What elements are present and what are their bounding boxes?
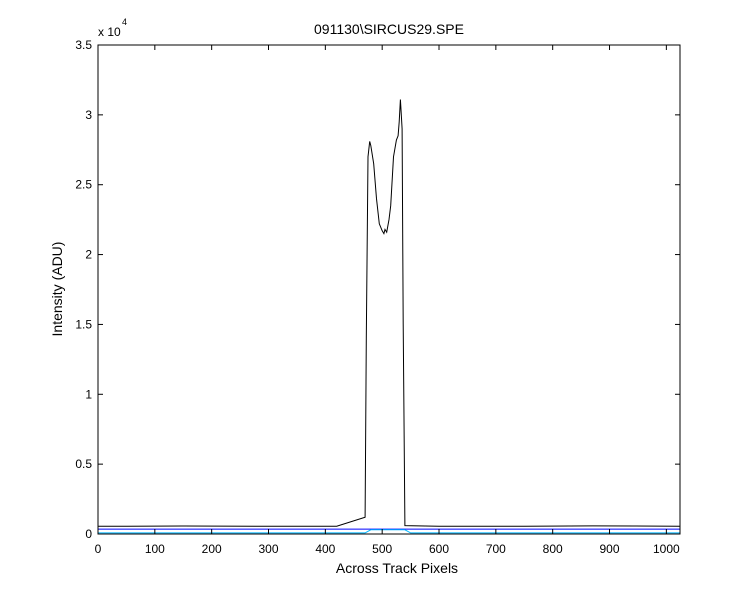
- y-tick-label: 3: [85, 108, 92, 122]
- x-axis-ticks: 0 100 200 300 400 500 600 700 800 900 1000: [95, 45, 680, 556]
- y-axis-label: Intensity (ADU): [49, 242, 65, 337]
- x-tick-label: 900: [600, 542, 620, 556]
- x-tick-label: 400: [315, 542, 335, 556]
- chart-title: 091130\SIRCUS29.SPE: [314, 21, 464, 37]
- x-tick-label: 500: [372, 542, 392, 556]
- axes-frame: [97, 44, 681, 535]
- series-line-3: [98, 529, 680, 534]
- x-tick-label: 300: [258, 542, 278, 556]
- x-tick-label: 700: [486, 542, 506, 556]
- x-tick-label: 1000: [653, 542, 680, 556]
- series-line-1: [97, 99, 681, 527]
- x-axis-label: Across Track Pixels: [336, 560, 458, 576]
- y-tick-label: 3.5: [75, 38, 92, 52]
- series-layer: [97, 99, 681, 534]
- y-tick-label: 2: [85, 248, 92, 262]
- y-exponent-label: x 10: [98, 25, 121, 39]
- y-tick-label: 1.5: [75, 317, 92, 331]
- x-tick-label: 800: [543, 542, 563, 556]
- x-tick-label: 200: [202, 542, 222, 556]
- y-tick-label: 0.5: [75, 457, 92, 471]
- plot-area: [98, 45, 680, 534]
- y-axis-ticks: 0 0.5 1 1.5 2 2.5 3 3.5: [75, 38, 680, 541]
- y-exponent-power: 4: [122, 17, 127, 27]
- x-tick-label: 0: [95, 542, 102, 556]
- x-tick-label: 600: [429, 542, 449, 556]
- y-tick-label: 1: [85, 387, 92, 401]
- x-tick-label: 100: [145, 542, 165, 556]
- y-tick-label: 0: [85, 527, 92, 541]
- y-tick-label: 2.5: [75, 178, 92, 192]
